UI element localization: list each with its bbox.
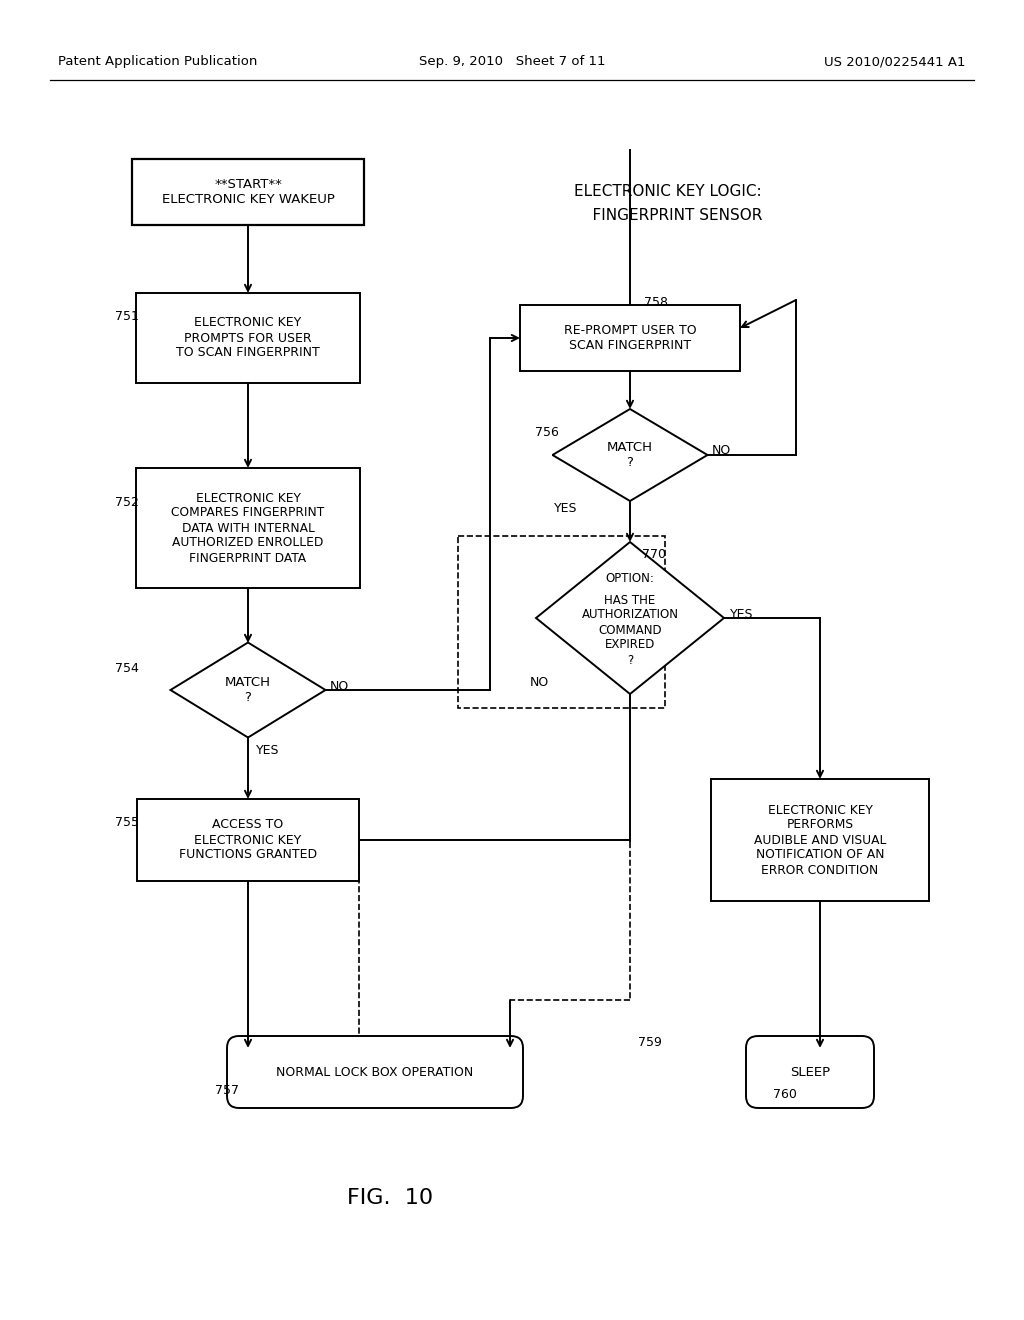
Text: 760: 760 [773, 1088, 797, 1101]
Text: NORMAL LOCK BOX OPERATION: NORMAL LOCK BOX OPERATION [276, 1065, 474, 1078]
FancyBboxPatch shape [746, 1036, 874, 1107]
Text: ELECTRONIC KEY
COMPARES FINGERPRINT
DATA WITH INTERNAL
AUTHORIZED ENROLLED
FINGE: ELECTRONIC KEY COMPARES FINGERPRINT DATA… [171, 491, 325, 565]
Text: SLEEP: SLEEP [790, 1065, 830, 1078]
Text: YES: YES [256, 743, 280, 756]
Bar [136, 293, 360, 383]
Bar [137, 799, 359, 880]
Bar [520, 305, 740, 371]
Text: RE-PROMPT USER TO
SCAN FINGERPRINT: RE-PROMPT USER TO SCAN FINGERPRINT [563, 323, 696, 352]
Text: ACCESS TO
ELECTRONIC KEY
FUNCTIONS GRANTED: ACCESS TO ELECTRONIC KEY FUNCTIONS GRANT… [179, 818, 317, 862]
Text: NO: NO [712, 445, 731, 458]
Text: FINGERPRINT SENSOR: FINGERPRINT SENSOR [573, 209, 763, 223]
Text: NO: NO [330, 680, 349, 693]
Text: Patent Application Publication: Patent Application Publication [58, 55, 257, 69]
Text: 758: 758 [644, 296, 668, 309]
Text: 757: 757 [215, 1084, 239, 1097]
Text: NO: NO [530, 676, 549, 689]
Text: 759: 759 [638, 1035, 662, 1048]
Bar [711, 779, 929, 902]
Text: 770: 770 [642, 548, 666, 561]
Text: **START**
ELECTRONIC KEY WAKEUP: **START** ELECTRONIC KEY WAKEUP [162, 178, 335, 206]
Text: YES: YES [554, 503, 578, 516]
Text: YES: YES [730, 607, 754, 620]
Polygon shape [171, 643, 326, 738]
Text: 755: 755 [115, 816, 139, 829]
Text: US 2010/0225441 A1: US 2010/0225441 A1 [824, 55, 966, 69]
Text: 751: 751 [115, 309, 139, 322]
Bar [458, 536, 665, 708]
Bar [136, 469, 360, 587]
Text: 756: 756 [535, 426, 559, 440]
FancyBboxPatch shape [227, 1036, 523, 1107]
Text: 752: 752 [115, 495, 139, 508]
Text: ELECTRONIC KEY
PROMPTS FOR USER
TO SCAN FINGERPRINT: ELECTRONIC KEY PROMPTS FOR USER TO SCAN … [176, 317, 319, 359]
Text: ELECTRONIC KEY LOGIC:: ELECTRONIC KEY LOGIC: [574, 185, 762, 199]
Text: ELECTRONIC KEY
PERFORMS
AUDIBLE AND VISUAL
NOTIFICATION OF AN
ERROR CONDITION: ELECTRONIC KEY PERFORMS AUDIBLE AND VISU… [754, 804, 886, 876]
Text: FIG.  10: FIG. 10 [347, 1188, 433, 1208]
Text: 754: 754 [115, 661, 139, 675]
Polygon shape [553, 409, 708, 502]
Polygon shape [536, 543, 724, 694]
Text: Sep. 9, 2010   Sheet 7 of 11: Sep. 9, 2010 Sheet 7 of 11 [419, 55, 605, 69]
Text: OPTION:: OPTION: [605, 572, 654, 585]
Bar [132, 158, 364, 224]
Text: HAS THE
AUTHORIZATION
COMMAND
EXPIRED
?: HAS THE AUTHORIZATION COMMAND EXPIRED ? [582, 594, 679, 667]
Text: MATCH
?: MATCH ? [225, 676, 271, 704]
Text: MATCH
?: MATCH ? [607, 441, 653, 469]
